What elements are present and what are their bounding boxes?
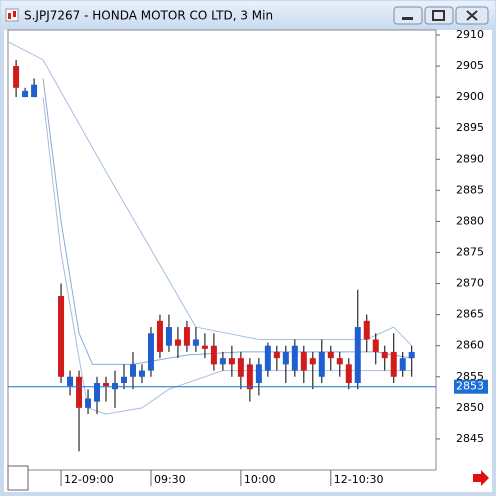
y-tick-label: 2905 xyxy=(456,59,484,72)
candle-body xyxy=(264,345,271,371)
candle-body xyxy=(273,351,280,359)
minimize-button[interactable] xyxy=(393,6,423,25)
y-tick-label: 2880 xyxy=(456,214,484,227)
candle-body xyxy=(112,382,118,390)
y-tick-label: 2855 xyxy=(456,370,484,383)
y-tick-label: 2885 xyxy=(456,183,484,196)
minimize-icon xyxy=(402,17,413,20)
candle-body xyxy=(165,327,172,346)
candle-body xyxy=(22,90,29,98)
y-tick-label: 2875 xyxy=(456,245,484,258)
candle-body xyxy=(138,370,145,377)
candle-body xyxy=(354,327,361,383)
candle-body xyxy=(67,376,74,387)
last-price-box xyxy=(454,379,488,394)
y-tick-label: 2870 xyxy=(456,277,484,290)
x-tick-label: 12-09:00 xyxy=(64,473,114,486)
scroll-arrow[interactable] xyxy=(473,470,489,486)
candle-body xyxy=(408,351,415,359)
candle-body xyxy=(85,398,92,408)
candle-body xyxy=(147,333,154,371)
indicator-line xyxy=(42,97,412,415)
candle-body xyxy=(156,320,163,352)
window-title: S.JPJ7267 - HONDA MOTOR CO LTD, 3 Min xyxy=(24,9,273,23)
y-tick-label: 2850 xyxy=(456,401,484,414)
candle-body xyxy=(103,382,110,387)
candle-body xyxy=(318,351,325,377)
candle-body xyxy=(76,376,83,408)
candle-body xyxy=(219,358,226,365)
plot-area xyxy=(7,29,437,471)
candle-body xyxy=(94,382,101,402)
maximize-icon xyxy=(432,10,445,21)
y-tick-label: 2860 xyxy=(456,339,484,352)
x-tick-label: 09:30 xyxy=(154,473,186,486)
last-price-label: 2853 xyxy=(456,380,484,393)
candle-body xyxy=(13,66,20,88)
y-tick-label: 2900 xyxy=(456,90,484,103)
candle-body xyxy=(120,376,127,383)
corner-box xyxy=(7,465,29,491)
maximize-button[interactable] xyxy=(424,6,454,25)
candle-body xyxy=(210,345,217,365)
candle-body xyxy=(291,345,298,371)
candle-body xyxy=(300,351,307,371)
candle-body xyxy=(363,320,370,340)
candle-body xyxy=(255,364,262,383)
x-tick-label: 10:00 xyxy=(244,473,276,486)
candle-body xyxy=(237,358,244,377)
indicator-line xyxy=(6,40,413,347)
y-tick-label: 2845 xyxy=(456,432,484,445)
candle-body xyxy=(58,295,65,377)
candle-body xyxy=(201,345,208,349)
candle-body xyxy=(372,339,379,352)
candle-body xyxy=(336,358,343,365)
candle-body xyxy=(345,364,352,383)
icon-mark xyxy=(13,11,16,17)
candle-body xyxy=(129,364,136,377)
y-tick-label: 2895 xyxy=(456,121,484,134)
x-tick-label: 12-10:30 xyxy=(334,473,384,486)
candle-body xyxy=(399,358,406,371)
candle-body xyxy=(31,84,38,98)
candle-body xyxy=(192,339,199,346)
candle-body xyxy=(390,351,397,377)
candle-body xyxy=(246,364,253,390)
y-tick-label: 2890 xyxy=(456,152,484,165)
icon-mark xyxy=(8,13,11,19)
window-icon xyxy=(5,8,19,22)
y-tick-label: 2910 xyxy=(456,28,484,41)
candle-body xyxy=(282,351,289,365)
candle-body xyxy=(381,351,388,359)
y-tick-label: 2865 xyxy=(456,308,484,321)
candle-body xyxy=(174,339,181,346)
candle-body xyxy=(183,327,190,346)
candle-body xyxy=(228,358,235,365)
close-icon xyxy=(466,10,478,21)
candle-body xyxy=(309,358,316,365)
candle-body xyxy=(327,351,334,359)
indicator-line xyxy=(42,78,412,365)
